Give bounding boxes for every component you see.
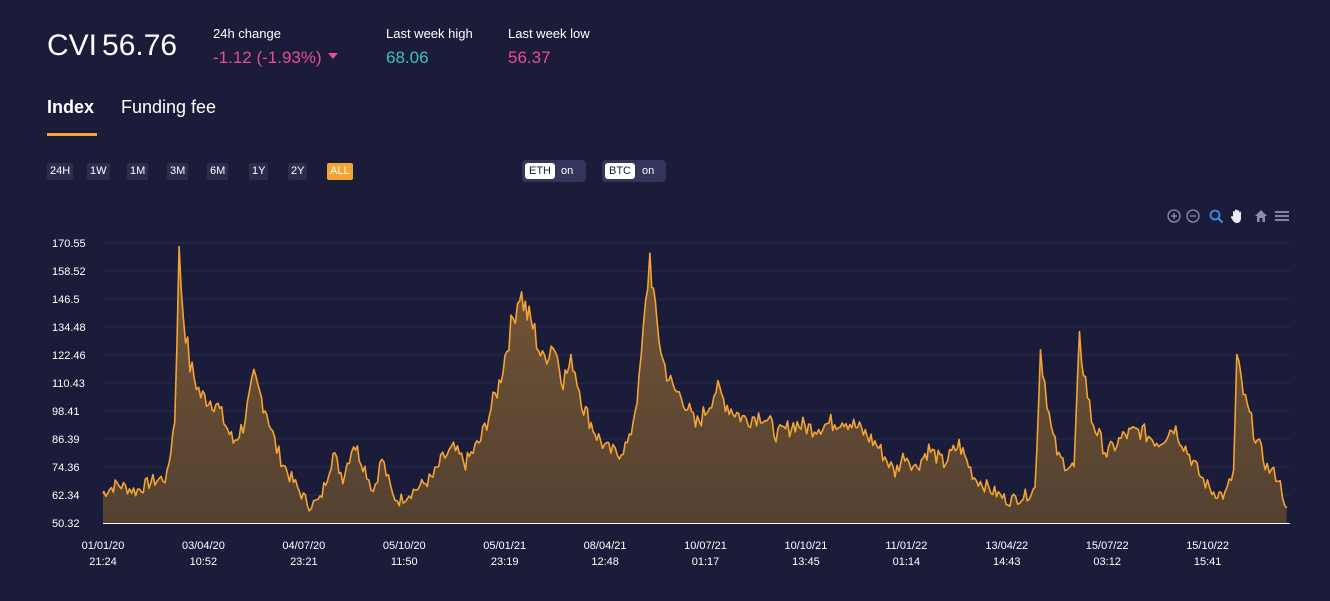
x-tick-date: 05/10/20 [383, 540, 426, 552]
period-button-24h[interactable]: 24H [47, 163, 74, 180]
x-tick-time: 10:52 [190, 556, 218, 568]
period-button-3m[interactable]: 3M [167, 163, 189, 180]
cvi-value: 56.76 [102, 29, 178, 62]
y-tick-label: 170.55 [52, 238, 86, 250]
zoom-select-icon[interactable] [1208, 207, 1224, 225]
x-tick-time: 13:45 [792, 556, 820, 568]
x-tick-date: 10/10/21 [785, 540, 828, 552]
x-tick-date: 08/04/21 [584, 540, 627, 552]
active-tab-underline [47, 133, 97, 136]
tab-index[interactable]: Index [47, 97, 95, 117]
x-tick-date: 04/07/20 [282, 540, 325, 552]
x-tick-date: 05/01/21 [483, 540, 526, 552]
series-line [102, 245, 1288, 512]
y-tick-label: 86.39 [52, 434, 80, 446]
eth-toggle[interactable]: ETH on [522, 160, 586, 182]
x-tick-date: 11/01/22 [885, 540, 927, 552]
btc-toggle-key: BTC [605, 163, 635, 179]
x-tick-date: 01/01/20 [82, 540, 125, 552]
y-tick-label: 158.52 [52, 266, 86, 278]
cvi-symbol: CVI [47, 29, 98, 62]
x-tick-time: 21:24 [89, 556, 117, 568]
caret-down-icon [327, 53, 338, 59]
eth-toggle-state: on [561, 165, 574, 177]
x-tick-time: 11:50 [391, 556, 418, 568]
week-high-stat: Last week high 68.06 [386, 26, 473, 69]
change-value: -1.12 (-1.93%) [213, 48, 322, 67]
x-tick-time: 23:21 [290, 556, 318, 568]
home-icon[interactable] [1253, 207, 1269, 225]
btc-toggle[interactable]: BTC on [602, 160, 666, 182]
period-button-2y[interactable]: 2Y [288, 163, 308, 180]
period-button-6m[interactable]: 6M [207, 163, 229, 180]
pan-hand-icon[interactable] [1229, 207, 1245, 225]
eth-toggle-key: ETH [525, 163, 555, 179]
period-button-all[interactable]: ALL [327, 163, 353, 180]
period-button-1w[interactable]: 1W [87, 163, 110, 180]
y-tick-label: 134.48 [52, 322, 86, 334]
period-button-1y[interactable]: 1Y [249, 163, 269, 180]
week-low-value: 56.37 [508, 48, 551, 67]
y-tick-label: 146.5 [52, 294, 80, 306]
y-tick-label: 62.34 [52, 490, 80, 502]
cvi-title: CVI 56.76 [47, 28, 177, 64]
y-tick-label: 110.43 [52, 378, 85, 390]
zoom-out-icon[interactable] [1185, 207, 1201, 225]
x-tick-date: 15/10/22 [1186, 540, 1229, 552]
week-low-stat: Last week low 56.37 [508, 26, 590, 69]
x-tick-time: 01:14 [893, 556, 921, 568]
y-tick-label: 74.36 [52, 462, 80, 474]
x-tick-date: 10/07/21 [684, 540, 727, 552]
x-tick-time: 14:43 [993, 556, 1021, 568]
change-label: 24h change [213, 26, 281, 41]
x-tick-date: 03/04/20 [182, 540, 225, 552]
x-tick-time: 03:12 [1093, 556, 1121, 568]
series-area [103, 246, 1287, 523]
btc-toggle-state: on [642, 165, 655, 177]
week-high-label: Last week high [386, 26, 473, 41]
x-tick-time: 12:48 [591, 556, 619, 568]
menu-icon[interactable] [1274, 207, 1290, 225]
x-tick-time: 23:19 [491, 556, 519, 568]
x-tick-time: 15:41 [1194, 556, 1222, 568]
x-tick-date: 15/07/22 [1086, 540, 1129, 552]
x-tick-date: 13/04/22 [985, 540, 1028, 552]
tab-funding-fee[interactable]: Funding fee [121, 97, 217, 117]
change-value-row: -1.12 (-1.93%) [213, 47, 338, 69]
period-button-1m[interactable]: 1M [127, 163, 149, 180]
week-low-label: Last week low [508, 26, 590, 41]
y-tick-label: 98.41 [52, 406, 80, 418]
change-stat: 24h change -1.12 (-1.93%) [213, 26, 338, 69]
x-tick-time: 01:17 [692, 556, 720, 568]
y-tick-label: 122.46 [52, 350, 86, 362]
week-high-value: 68.06 [386, 48, 429, 67]
zoom-in-icon[interactable] [1166, 207, 1182, 225]
y-tick-label: 50.32 [52, 518, 80, 530]
